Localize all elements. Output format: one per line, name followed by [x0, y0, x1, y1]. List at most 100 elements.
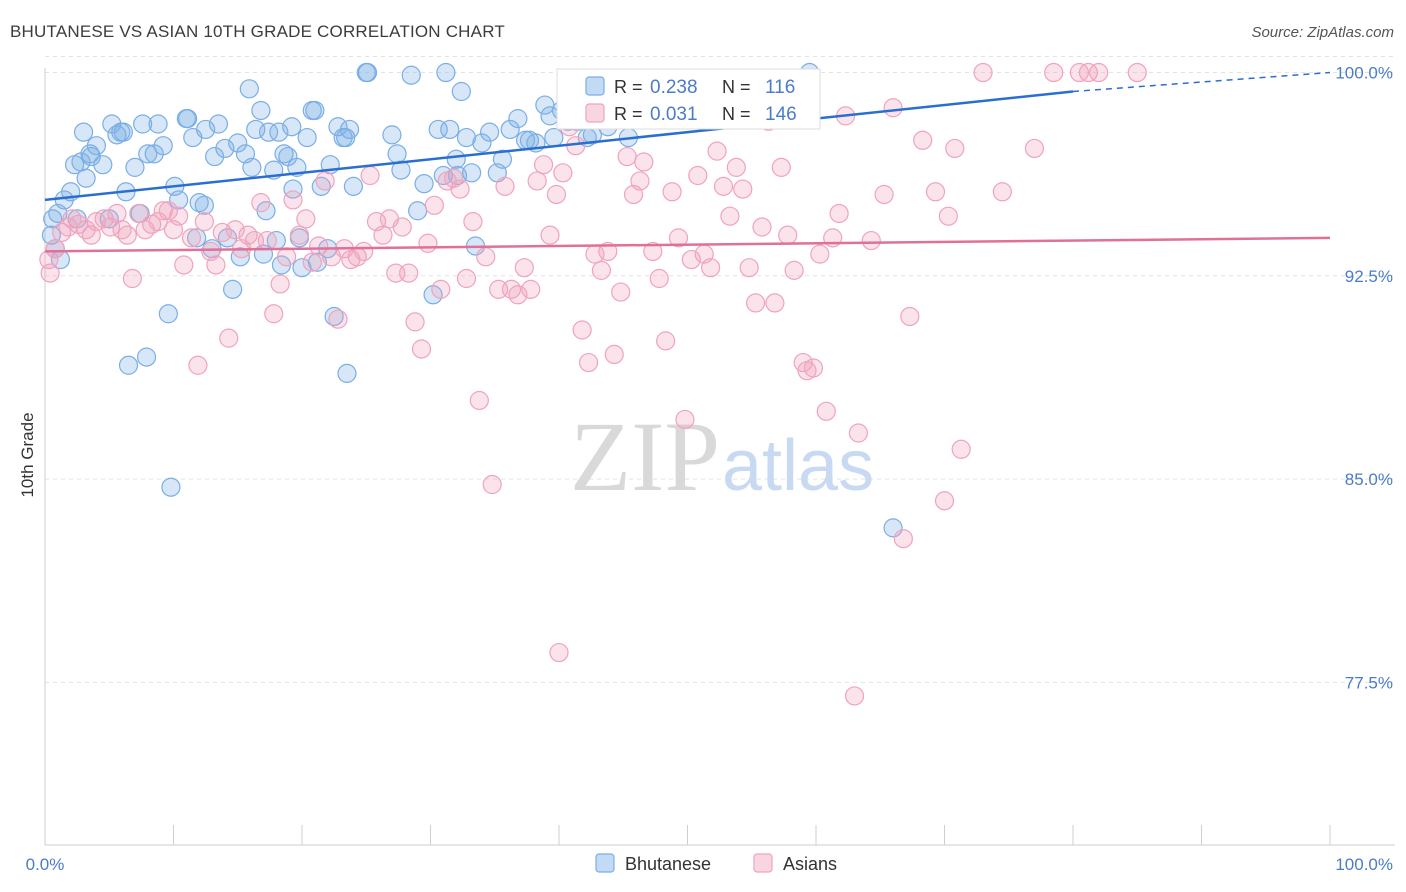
data-point	[158, 304, 178, 324]
data-point	[784, 260, 804, 280]
data-point	[153, 201, 173, 221]
data-point	[973, 62, 993, 83]
x-tick-label: 0.0%	[26, 855, 65, 874]
legend-top-box	[556, 68, 821, 130]
data-point	[938, 206, 958, 226]
data-point	[328, 117, 348, 137]
legend-r-label: R =	[614, 104, 643, 124]
data-point	[225, 220, 245, 240]
data-point	[634, 152, 654, 172]
data-point	[544, 127, 564, 148]
data-point	[189, 193, 209, 213]
data-point	[297, 127, 317, 148]
data-point	[500, 119, 520, 140]
data-point	[778, 225, 798, 245]
data-point	[276, 247, 297, 267]
data-point	[309, 236, 329, 256]
trendline-bhutanese	[44, 90, 1074, 202]
data-point	[739, 258, 759, 278]
data-point	[382, 125, 402, 145]
data-point	[408, 201, 428, 221]
legend-bottom-label: Asians	[783, 854, 837, 874]
data-point	[428, 119, 448, 140]
data-point	[450, 179, 470, 199]
data-point	[675, 409, 695, 430]
data-point	[242, 157, 262, 177]
data-point	[546, 184, 567, 205]
data-point	[1089, 62, 1109, 83]
series-bhutanese-points	[41, 62, 903, 538]
data-point	[508, 285, 528, 305]
data-point	[305, 100, 325, 121]
data-point	[289, 225, 310, 245]
data-point	[86, 136, 107, 156]
data-point	[401, 65, 421, 85]
data-point	[733, 179, 753, 199]
data-point	[307, 252, 328, 272]
data-point	[117, 225, 137, 245]
legend-swatch-blue	[585, 76, 605, 96]
data-point	[630, 171, 650, 191]
data-point	[688, 165, 708, 186]
data-point	[883, 98, 903, 118]
data-point	[945, 138, 965, 159]
data-point	[223, 279, 243, 299]
data-point	[219, 328, 239, 348]
data-point	[230, 247, 250, 267]
data-point	[913, 130, 933, 150]
data-point	[874, 184, 894, 205]
data-point	[118, 355, 139, 375]
data-point	[129, 203, 149, 224]
data-point	[492, 149, 513, 169]
data-point	[112, 220, 132, 240]
data-point	[86, 211, 107, 232]
data-point	[720, 206, 740, 226]
watermark-atlas: atlas	[722, 426, 874, 506]
data-point	[527, 171, 547, 191]
data-point	[1127, 62, 1147, 83]
data-point	[713, 176, 734, 196]
legend-n-label: N =	[722, 77, 751, 97]
data-point	[257, 230, 277, 251]
data-point	[476, 247, 496, 267]
data-point	[405, 312, 425, 332]
data-point	[387, 144, 407, 164]
data-point	[604, 344, 624, 365]
data-point	[617, 146, 637, 167]
data-point	[174, 255, 194, 275]
data-point	[861, 230, 881, 251]
data-point	[533, 155, 554, 175]
watermark-zip: ZIP	[570, 401, 720, 512]
data-point	[598, 241, 618, 262]
data-point	[360, 165, 380, 186]
data-point	[446, 149, 466, 169]
legend-bottom-label: Bhutanese	[625, 854, 711, 874]
trendline-bhutanese-extension	[1072, 71, 1331, 93]
data-point	[540, 225, 560, 245]
data-point	[803, 358, 824, 378]
data-point	[431, 279, 451, 299]
data-point	[707, 141, 727, 161]
data-point	[283, 179, 303, 199]
data-point	[302, 252, 322, 272]
data-point	[283, 190, 303, 210]
data-point	[373, 225, 393, 245]
data-point	[611, 282, 631, 302]
data-point	[269, 122, 289, 142]
data-point	[456, 127, 477, 148]
legend-bottom: Bhutanese Asians	[595, 853, 837, 874]
data-point	[43, 209, 63, 229]
data-point	[73, 122, 94, 142]
data-point	[337, 363, 357, 383]
x-axis-ticks	[44, 825, 1331, 845]
legend-n-value: 146	[765, 104, 797, 125]
data-point	[549, 642, 569, 663]
data-point	[264, 304, 284, 324]
data-point	[572, 320, 592, 340]
legend-n-label: N =	[722, 104, 751, 124]
data-point	[188, 355, 208, 375]
data-point	[508, 109, 528, 129]
data-point	[816, 401, 836, 421]
data-point	[495, 176, 515, 196]
